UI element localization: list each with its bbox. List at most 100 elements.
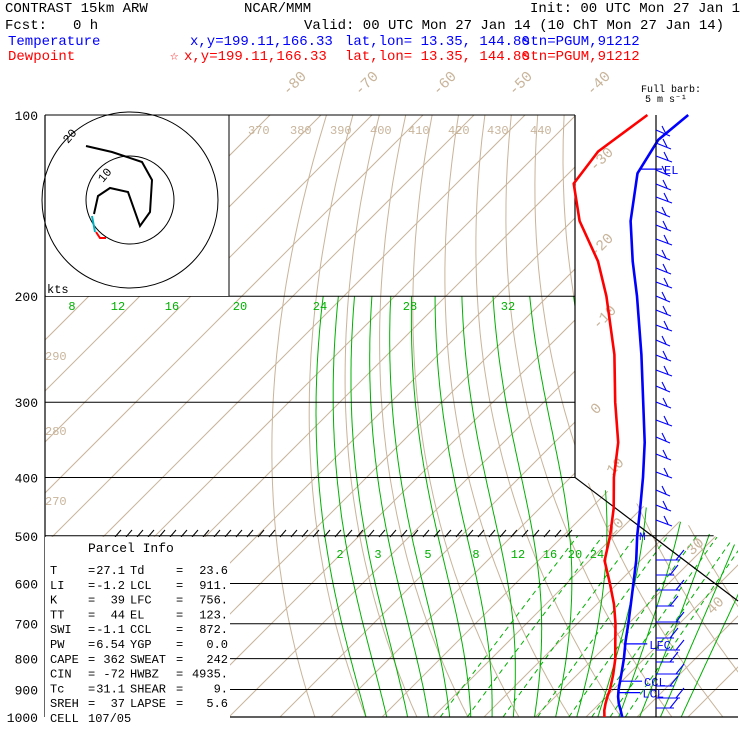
moist-adiabat <box>410 296 472 717</box>
hodograph-trace-upper <box>85 145 154 229</box>
fcst-label: Fcst: <box>5 18 48 34</box>
parcel-value: 911. <box>199 579 228 593</box>
dewpoint-latlon: lat,lon= 13.35, 144.80 <box>345 49 530 65</box>
hatch-mark <box>532 529 540 538</box>
temperature-profile-line <box>616 113 690 718</box>
mixing-ratio-label: 12 <box>511 548 525 562</box>
hatch-mark <box>455 529 463 538</box>
mixing-ratio-line <box>624 535 738 717</box>
parcel-eq: = <box>176 608 183 622</box>
moist-adiabat <box>492 296 543 717</box>
wind-barb-upper <box>655 151 673 163</box>
parcel-value: 872. <box>199 623 228 637</box>
hatch-mark <box>510 529 518 538</box>
pressure-tick-label: 400 <box>15 471 38 486</box>
hatch-mark <box>565 529 573 538</box>
hatch-mark <box>521 529 529 538</box>
parcel-title: Parcel Info <box>88 541 174 556</box>
mixing-ratio-line <box>466 535 604 717</box>
moist-adiabat <box>572 296 608 717</box>
hatch-mark <box>334 529 342 538</box>
isotherm <box>45 115 437 717</box>
wind-barb-upper <box>655 365 673 377</box>
wind-barb-upper <box>655 206 671 218</box>
hatch-mark <box>191 529 199 538</box>
hatch-mark <box>433 529 441 538</box>
fcst-value: 0 h <box>73 18 99 34</box>
parcel-eq: = <box>88 682 95 696</box>
parcel-value: 756. <box>199 594 228 608</box>
theta-label: 270 <box>45 495 67 509</box>
init-time: Init: 00 UTC Mon 27 Jan 14 <box>530 1 740 17</box>
wind-barb-lower <box>656 611 685 623</box>
parcel-eq: = <box>88 638 95 652</box>
hatch-mark <box>422 529 430 538</box>
moist-adiabat <box>654 296 738 717</box>
mixing-ratio-label: 24 <box>590 548 604 562</box>
wind-barb-lower <box>656 579 685 591</box>
hatch-mark <box>213 529 221 538</box>
hodograph-trace-mid <box>91 215 96 233</box>
parcel-value: 23.6 <box>199 564 228 578</box>
moist-adiabat <box>389 296 452 717</box>
parcel-key: LAPSE <box>130 697 166 711</box>
moist-adiabat <box>350 296 411 717</box>
isotherm <box>521 115 738 717</box>
wind-barb-upper <box>655 432 671 444</box>
hatch-mark <box>367 529 375 538</box>
wind-barb-upper <box>655 515 673 527</box>
hatch-mark <box>268 529 276 538</box>
theta-label: 280 <box>45 425 67 439</box>
hatch-mark <box>202 529 210 538</box>
pressure-tick-label: 700 <box>15 618 38 633</box>
dry-adiabat <box>534 115 734 717</box>
parcel-key: CIN <box>50 668 72 682</box>
parcel-key: SREH <box>50 697 79 711</box>
wind-barb-upper <box>655 125 671 137</box>
parcel-value: 9. <box>214 682 228 696</box>
dry-adiabat <box>669 115 738 717</box>
mark-500: M <box>639 532 646 544</box>
theta-label: 380 <box>290 124 312 138</box>
hatch-mark <box>554 529 562 538</box>
pressure-tick-label: 300 <box>15 396 38 411</box>
pressure-tick-label: 500 <box>15 530 38 545</box>
temperature-xy: x,y=199.11,166.33 <box>190 34 333 50</box>
moist-adiabat <box>332 296 391 717</box>
wind-barb-lower <box>656 675 679 687</box>
parcel-eq: = <box>176 697 183 711</box>
isotherm <box>164 115 738 717</box>
parcel-eq: = <box>88 594 95 608</box>
mixing-ratio-label: 3 <box>374 548 381 562</box>
hatch-mark <box>114 529 122 538</box>
isotherm-label: -50 <box>506 68 537 99</box>
wind-barb-lower <box>656 687 685 699</box>
hatch-mark <box>257 529 265 538</box>
parcel-value: 44 <box>111 608 125 622</box>
wind-barb-lower <box>656 639 685 651</box>
isotherm-label: -70 <box>352 68 383 99</box>
parcel-eq: = <box>176 623 183 637</box>
parcel-value: -1.2 <box>96 579 125 593</box>
wind-barb-upper <box>655 234 673 246</box>
moist-adiabat-label: 20 <box>233 300 247 314</box>
parcel-key: YGP <box>130 638 152 652</box>
wind-barb-upper <box>655 500 672 512</box>
moist-adiabat-label: 8 <box>68 300 75 314</box>
parcel-value: 123. <box>199 608 228 622</box>
parcel-eq: = <box>88 623 95 637</box>
pressure-tick-label: 800 <box>15 653 38 668</box>
mixing-ratio-line <box>502 535 637 717</box>
parcel-key: SHEAR <box>130 682 166 696</box>
parcel-value: -72 <box>103 668 125 682</box>
isotherm <box>368 115 738 717</box>
barb-scale-label: Full barb: <box>641 85 702 96</box>
dry-adiabat <box>308 115 372 717</box>
theta-label: 290 <box>45 350 67 364</box>
pressure-tick-label: 1000 <box>7 711 38 726</box>
pressure-tick-label: 600 <box>15 577 38 592</box>
hatch-mark <box>466 529 474 538</box>
dry-adiabat <box>475 115 631 717</box>
temperature-station: stn=PGUM,91212 <box>522 34 640 50</box>
hodograph-ring-outer <box>41 111 219 289</box>
